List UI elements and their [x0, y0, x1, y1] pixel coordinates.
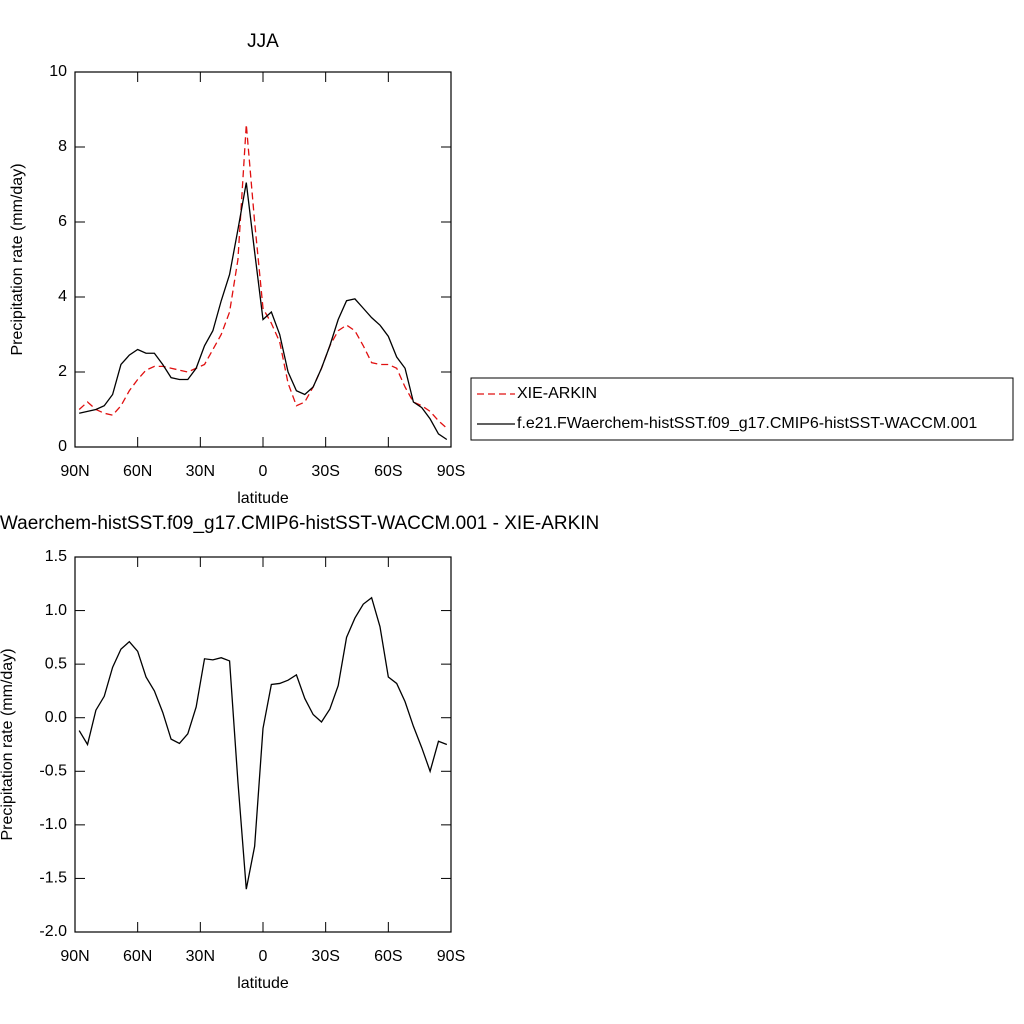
y-tick-label: 1.5: [45, 548, 67, 565]
x-tick-label: 30S: [311, 948, 339, 965]
x-tick-label: 0: [259, 948, 268, 965]
y-tick-label: 0.5: [45, 655, 67, 672]
y-tick-label: 10: [49, 63, 67, 80]
y-axis-label: Precipitation rate (mm/day): [9, 163, 26, 355]
x-tick-label: 90S: [437, 948, 465, 965]
x-tick-label: 90S: [437, 463, 465, 480]
y-tick-label: 4: [58, 288, 67, 305]
y-tick-label: 2: [58, 363, 67, 380]
y-tick-label: 0.0: [45, 709, 67, 726]
x-tick-label: 0: [259, 463, 268, 480]
x-tick-label: 30N: [186, 948, 215, 965]
data-line: [79, 182, 448, 441]
plot-frame: [74, 556, 452, 933]
plot-frame: [74, 71, 452, 448]
y-tick-label: -1.5: [39, 870, 67, 887]
chart-title: JJA: [247, 31, 279, 52]
y-tick-label: -1.0: [39, 816, 67, 833]
x-axis-label: latitude: [237, 975, 289, 992]
y-tick-label: -2.0: [39, 923, 67, 940]
data-line: [78, 596, 448, 890]
y-tick-label: 8: [58, 138, 67, 155]
y-tick-label: -0.5: [39, 763, 67, 780]
x-tick-label: 30S: [311, 463, 339, 480]
chart-title: f.e21.FWaerchem-histSST.f09_g17.CMIP6-hi…: [0, 513, 599, 534]
x-tick-label: 60N: [123, 463, 152, 480]
x-tick-label: 60S: [374, 463, 402, 480]
legend-box: [470, 377, 1014, 441]
x-tick-label: 90N: [60, 463, 89, 480]
x-tick-label: 30N: [186, 463, 215, 480]
x-axis-label: latitude: [237, 490, 289, 507]
legend-label: f.e21.FWaerchem-histSST.f09_g17.CMIP6-hi…: [517, 415, 977, 432]
x-tick-label: 90N: [60, 948, 89, 965]
x-tick-label: 60S: [374, 948, 402, 965]
y-tick-label: 0: [58, 438, 67, 455]
legend-label: XIE-ARKIN: [517, 385, 597, 402]
y-tick-label: 1.0: [45, 602, 67, 619]
y-axis-label: Precipitation rate (mm/day): [0, 648, 16, 840]
y-tick-label: 6: [58, 213, 67, 230]
x-tick-label: 60N: [123, 948, 152, 965]
data-line: [78, 124, 448, 429]
